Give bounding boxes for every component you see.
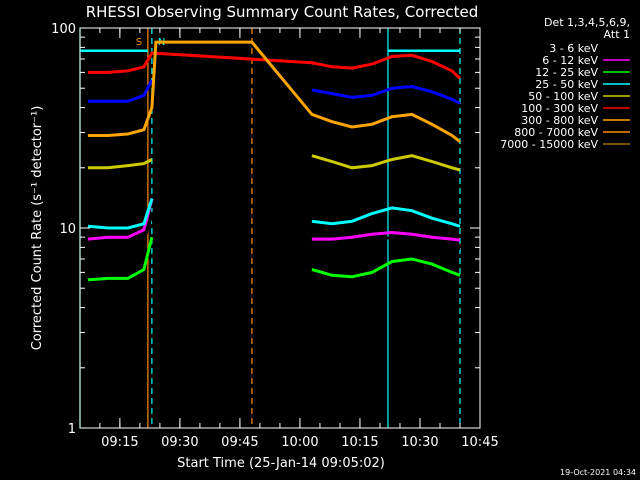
footer-date: 19-Oct-2021 04:34 [560, 468, 636, 477]
series-line-4 [87, 198, 461, 230]
x-axis-label: Start Time (25-Jan-14 09:05:02) [177, 456, 385, 471]
series-line-7 [87, 40, 461, 143]
x-tick-label-0915: 09:15 [101, 435, 138, 450]
series-line-5 [87, 154, 461, 172]
series-line-blue [87, 79, 461, 105]
legend-label-8: 800 - 7000 keV [514, 126, 598, 139]
legend-label-9: 7000 - 15000 keV [500, 138, 598, 151]
series-line-6 [87, 51, 462, 80]
series-line-3 [87, 236, 461, 282]
x-tick-label-1045: 10:45 [461, 435, 498, 450]
chart-title: RHESSI Observing Summary Count Rates, Co… [86, 3, 479, 21]
y-tick-label-1: 1 [68, 422, 76, 437]
legend-label-4: 25 - 50 keV [535, 78, 598, 91]
legend-label-2: 6 - 12 keV [542, 54, 598, 67]
y-axis-label: Corrected Count Rate (s⁻¹ detector⁻¹) [30, 106, 45, 351]
x-tick-label-0945: 09:45 [221, 435, 258, 450]
legend-header-line-1: Det 1,3,4,5,6,9, [544, 16, 630, 29]
marker-label-s: S [136, 37, 142, 48]
legend-label-7: 300 - 800 keV [521, 114, 598, 127]
legend-header-line-2: Att 1 [604, 28, 630, 41]
series-line-1 [87, 211, 461, 255]
legend-label-5: 50 - 100 keV [528, 90, 598, 103]
x-tick-label-1000: 10:00 [281, 435, 318, 450]
y-tick-label-10: 10 [59, 222, 76, 237]
series-line-2 [87, 198, 461, 242]
x-tick-label-1030: 10:30 [401, 435, 438, 450]
x-tick-label-0930: 09:30 [161, 435, 198, 450]
legend-label-3: 12 - 25 keV [535, 66, 598, 79]
x-tick-label-1015: 10:15 [341, 435, 378, 450]
legend-label-6: 100 - 300 keV [521, 102, 598, 115]
y-tick-label-100: 100 [51, 22, 76, 37]
legend-label-1: 3 - 6 keV [549, 42, 598, 55]
